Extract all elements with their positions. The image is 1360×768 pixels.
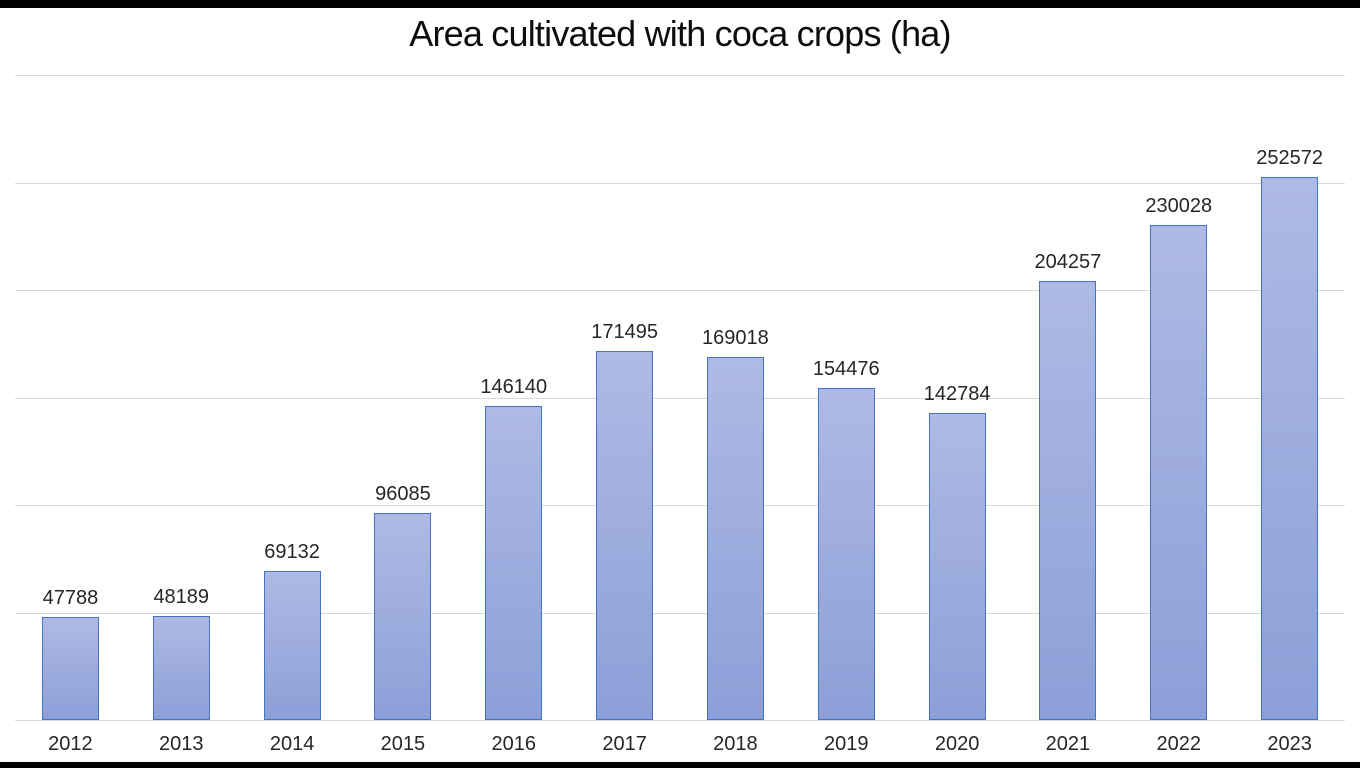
bar-2015: [374, 513, 432, 720]
gridline: [15, 290, 1345, 291]
bar-value-label: 69132: [264, 541, 320, 564]
x-axis-label: 2020: [934, 733, 980, 755]
bar-2013: [152, 616, 210, 720]
bar-value-label: 142784: [923, 383, 991, 405]
gridline: [15, 75, 1345, 76]
bar-value-label: 146140: [480, 375, 548, 398]
x-axis-label: 2019: [824, 733, 869, 755]
x-axis-label: 2012: [48, 733, 93, 755]
x-axis-label: 2014: [269, 733, 315, 755]
bar-2018: [706, 356, 764, 720]
bar-2021: [1039, 280, 1097, 720]
bar-value-label: 252572: [1256, 146, 1323, 169]
gridline: [15, 720, 1345, 721]
bar-value-label: 169018: [702, 326, 769, 349]
gridline: [15, 183, 1345, 184]
x-axis-label: 2021: [1045, 733, 1091, 755]
bar-2019: [817, 387, 875, 720]
bar-2023: [1261, 176, 1319, 720]
bar-value-label: 48189: [153, 586, 210, 609]
x-axis-label: 2015: [380, 733, 426, 755]
bar-value-label: 171495: [591, 321, 658, 344]
chart-title: Area cultivated with coca crops (ha): [409, 13, 951, 54]
x-axis-label: 2013: [159, 733, 204, 755]
bar-value-label: 47788: [42, 587, 99, 610]
x-axis-label: 2023: [1267, 733, 1312, 755]
x-axis-label: 2016: [491, 733, 537, 755]
gridline: [15, 613, 1345, 614]
x-axis-label: 2018: [713, 733, 758, 755]
letterbox-top: [0, 0, 1360, 8]
bar-value-label: 204257: [1034, 250, 1102, 273]
bar-2017: [596, 351, 654, 720]
gridline: [15, 398, 1345, 399]
bar-2014: [263, 571, 321, 720]
x-axis-label: 2017: [602, 733, 647, 755]
letterbox-bottom: [0, 762, 1360, 768]
bar-value-label: 96085: [375, 483, 431, 506]
bar-value-label: 154476: [812, 357, 880, 380]
x-axis-label: 2022: [1156, 733, 1202, 755]
bar-value-label: 230028: [1145, 195, 1213, 218]
bar-2012: [41, 617, 99, 720]
bar-2016: [485, 405, 543, 720]
bar-2022: [1150, 225, 1208, 720]
bar-2020: [928, 413, 986, 720]
gridline: [15, 505, 1345, 506]
